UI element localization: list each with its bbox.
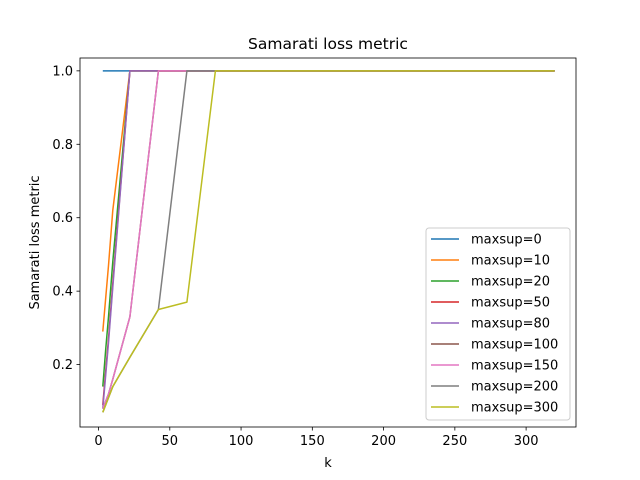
legend-label-maxsup-0: maxsup=0 — [471, 233, 542, 248]
legend-box — [425, 227, 571, 421]
series-layer — [102, 70, 555, 413]
legend: maxsup=0 maxsup=10 maxsup=20 maxsup=50 maxsu… — [425, 227, 571, 421]
x-tick-label: 150 — [300, 434, 325, 449]
legend-label-maxsup-20: maxsup=20 — [471, 275, 550, 290]
legend-label-maxsup-100: maxsup=100 — [471, 338, 558, 353]
x-tick-label: 250 — [442, 434, 467, 449]
chart-title: Samarati loss metric — [248, 35, 408, 53]
legend-label-maxsup-150: maxsup=150 — [471, 359, 558, 374]
y-axis-label: Samarati loss metric — [28, 175, 43, 309]
plot-frame — [79, 57, 577, 428]
legend-label-maxsup-50: maxsup=50 — [471, 296, 550, 311]
legend-label-maxsup-200: maxsup=200 — [471, 380, 558, 395]
x-tick-label: 300 — [514, 434, 539, 449]
y-tick-label: 0.4 — [52, 285, 73, 300]
y-axis: 0.2 0.4 0.6 0.8 1.0 — [52, 64, 80, 373]
legend-label-maxsup-300: maxsup=300 — [471, 401, 558, 416]
y-tick-label: 0.2 — [52, 358, 73, 373]
series-line-maxsup-300 — [102, 70, 555, 413]
x-tick-label: 50 — [162, 434, 179, 449]
y-tick-label: 0.6 — [52, 211, 73, 226]
y-tick-label: 0.8 — [52, 138, 73, 153]
x-tick-label: 200 — [371, 434, 396, 449]
x-axis-label: k — [324, 456, 332, 471]
x-tick-label: 0 — [94, 434, 102, 449]
x-axis: 0 50 100 150 200 250 300 — [94, 427, 539, 449]
x-tick-label: 100 — [229, 434, 254, 449]
y-tick-label: 1.0 — [52, 64, 73, 79]
legend-label-maxsup-80: maxsup=80 — [471, 317, 550, 332]
legend-label-maxsup-10: maxsup=10 — [471, 254, 550, 269]
